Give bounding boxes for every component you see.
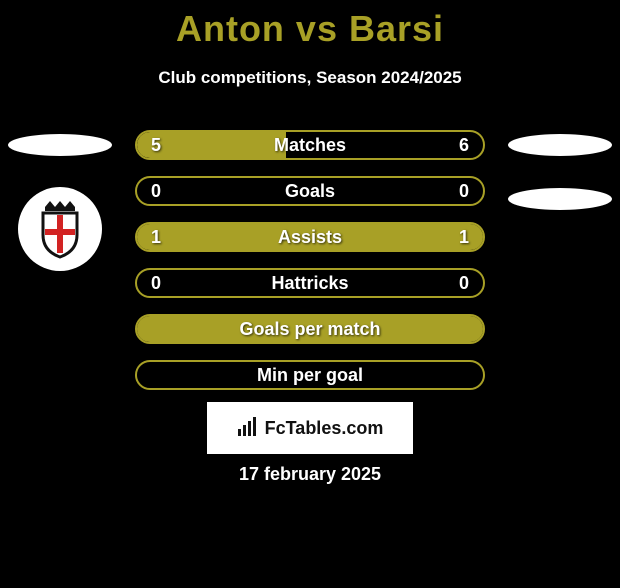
page-subtitle: Club competitions, Season 2024/2025 [0,68,620,88]
stat-row: 11Assists [135,222,485,252]
stat-label: Min per goal [137,365,483,386]
stat-row: Goals per match [135,314,485,344]
stat-label: Matches [137,135,483,156]
stats-container: 56Matches 00Goals 11Assists 00Hattricks Goal… [135,130,485,406]
stat-row: Min per goal [135,360,485,390]
stat-label: Goals [137,181,483,202]
player-right-placeholder-2 [508,188,612,210]
stat-label: Assists [137,227,483,248]
branding-box[interactable]: FcTables.com [207,402,413,454]
page-title: Anton vs Barsi [0,8,620,50]
stat-label: Hattricks [137,273,483,294]
player-left-placeholder [8,134,112,156]
stat-row: 00Goals [135,176,485,206]
stat-row: 56Matches [135,130,485,160]
fctables-logo-icon [237,415,259,442]
stat-row: 00Hattricks [135,268,485,298]
club-logo [18,187,102,271]
branding-text: FcTables.com [265,418,384,439]
stat-label: Goals per match [137,319,483,340]
comparison-date: 17 february 2025 [0,464,620,485]
club-shield-icon [35,199,85,259]
player-right-placeholder-1 [508,134,612,156]
